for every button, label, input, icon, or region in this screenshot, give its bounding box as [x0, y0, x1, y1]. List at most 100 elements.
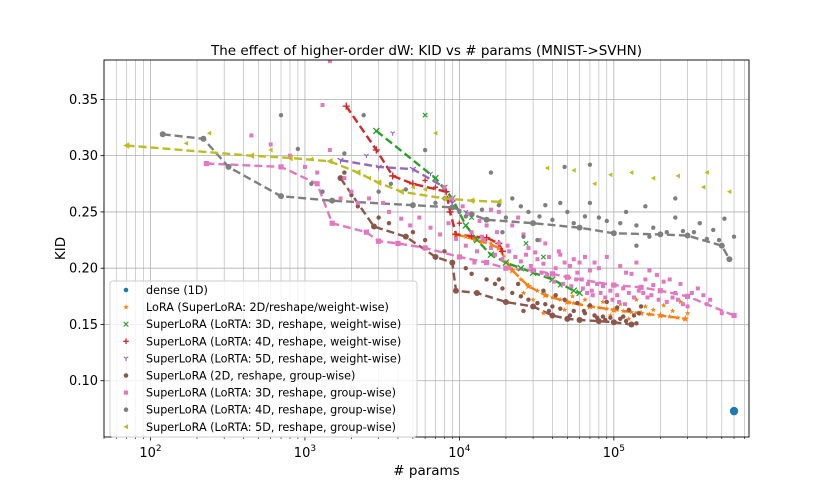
data-point	[649, 293, 654, 298]
data-point	[675, 314, 681, 321]
data-point	[685, 294, 690, 299]
data-point	[700, 184, 706, 190]
data-point	[577, 317, 582, 323]
data-point	[631, 313, 637, 318]
data-point	[574, 277, 579, 282]
data-point	[607, 312, 614, 318]
data-point	[484, 217, 489, 223]
data-point	[582, 296, 588, 303]
legend-marker	[123, 407, 129, 413]
data-point	[580, 286, 585, 291]
data-point	[366, 175, 372, 181]
data-point	[550, 304, 555, 309]
y-tick-label: 0.25	[69, 205, 98, 220]
data-point	[558, 306, 563, 311]
data-point	[530, 220, 536, 226]
data-point	[584, 290, 589, 295]
data-point	[295, 146, 301, 152]
data-point	[678, 281, 683, 286]
data-point	[575, 300, 580, 306]
data-point	[342, 151, 347, 156]
data-point	[585, 281, 590, 286]
data-point	[638, 310, 644, 316]
frontier-point	[278, 164, 284, 170]
data-point	[428, 225, 433, 230]
data-point	[463, 233, 469, 239]
data-point	[610, 297, 615, 302]
frontier-line	[339, 177, 632, 326]
x-tick-exponent: 3	[310, 444, 316, 454]
data-point	[562, 260, 567, 265]
data-point	[732, 313, 737, 318]
data-point	[410, 229, 416, 235]
data-point	[629, 170, 634, 175]
data-point	[615, 293, 620, 298]
data-point	[680, 228, 686, 234]
data-point	[543, 202, 548, 208]
legend-marker	[123, 424, 129, 430]
data-point	[469, 271, 474, 277]
data-point	[571, 167, 576, 173]
data-point	[677, 299, 684, 305]
data-point	[550, 217, 555, 223]
data-point	[488, 207, 493, 212]
data-point	[611, 306, 617, 313]
data-point	[450, 196, 455, 201]
data-point	[596, 318, 602, 324]
data-point	[521, 234, 526, 239]
data-point	[500, 257, 505, 262]
data-point	[503, 215, 509, 220]
data-point	[544, 165, 550, 171]
data-point	[472, 260, 477, 265]
data-point	[474, 249, 479, 254]
data-point	[634, 260, 639, 265]
legend-entry: SuperLoRA (LoRTA: 3D, reshape, group-wis…	[123, 387, 396, 400]
data-point	[643, 277, 648, 282]
data-point	[576, 290, 583, 296]
data-point	[500, 229, 505, 235]
data-point	[539, 270, 544, 275]
data-point	[594, 315, 600, 320]
frontier-point	[375, 164, 382, 171]
data-point	[422, 112, 428, 118]
data-point	[541, 288, 546, 293]
data-point	[355, 204, 361, 209]
data-point	[503, 266, 508, 271]
data-point	[338, 175, 343, 181]
data-point	[587, 162, 593, 167]
data-point	[600, 299, 606, 305]
data-point	[562, 297, 567, 302]
y-tick-label: 0.10	[69, 374, 98, 389]
data-point	[469, 230, 474, 235]
data-point	[521, 232, 526, 237]
data-point	[719, 243, 725, 248]
data-point	[673, 290, 678, 295]
data-point	[509, 267, 515, 273]
data-point	[608, 315, 613, 320]
data-point	[432, 184, 439, 190]
data-point	[327, 60, 332, 64]
data-point	[484, 260, 489, 265]
data-point	[596, 266, 601, 271]
data-point	[667, 277, 672, 282]
data-point	[552, 279, 557, 284]
x-tick-label: 104	[448, 444, 471, 461]
x-tick-exponent: 2	[156, 444, 162, 454]
data-point	[380, 200, 385, 205]
data-point	[488, 240, 494, 246]
data-point	[124, 143, 129, 148]
data-point	[634, 223, 639, 228]
data-point	[567, 313, 573, 318]
series-points-0	[729, 406, 739, 416]
data-point	[320, 103, 325, 108]
data-point	[556, 249, 561, 254]
data-point	[595, 281, 600, 286]
data-point	[477, 218, 482, 223]
data-point	[302, 164, 307, 169]
data-point	[450, 205, 455, 210]
data-point	[600, 314, 606, 319]
data-point	[592, 260, 597, 265]
data-point	[729, 406, 739, 416]
data-point	[463, 265, 468, 271]
frontier-point	[314, 181, 320, 187]
